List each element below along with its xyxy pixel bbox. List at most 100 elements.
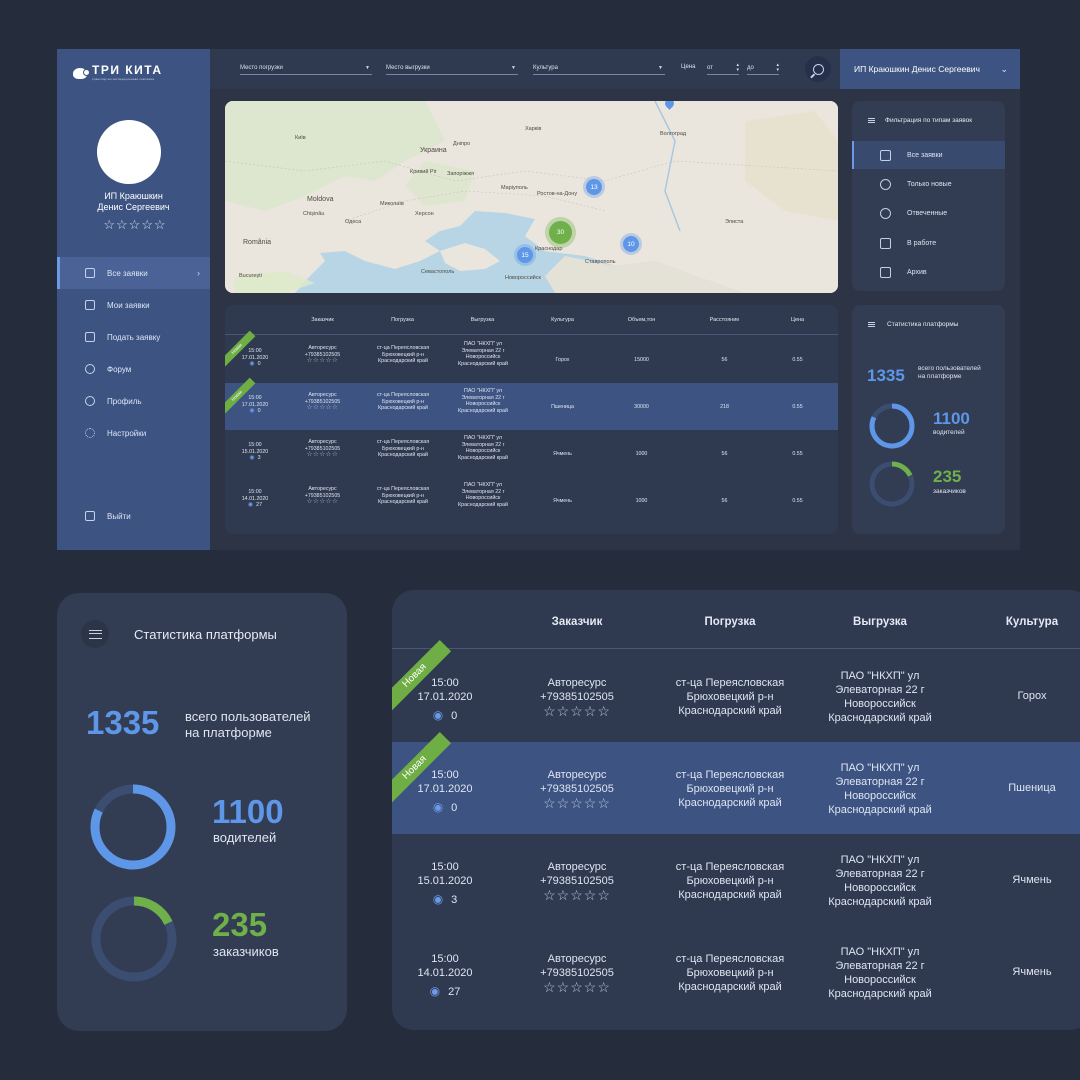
stats-customers-count: 235 [933,467,962,486]
col-unloading[interactable]: Выгрузка [470,317,495,323]
logout-button[interactable]: Выйти [85,511,131,521]
stats-total-label-line2: на платформе [185,725,272,740]
price-to-label: до [747,64,754,71]
map-cluster[interactable]: 13 [586,179,602,195]
order-views-count: 3 [257,455,261,461]
orders-table-large: Заказчик Погрузка Выгрузка Культура Нова… [392,590,1080,1030]
order-price: 0.55 [792,404,803,410]
col-price[interactable]: Цена [790,317,805,323]
filter-in-progress[interactable]: В работе [852,229,1005,257]
col-volume[interactable]: Объем,тон [627,317,656,323]
search-button[interactable] [805,56,831,82]
loading-line1: ст-ца Переясловская [376,345,430,351]
menu-button[interactable] [81,620,109,648]
unloading-line1: ПАО "НКХП" ул [464,388,502,394]
table-row[interactable]: Новая 15:00 17.01.2020 ◉ 0 Авторесурс +7938510… [225,330,838,383]
avatar[interactable] [97,120,161,184]
map-cluster[interactable]: 10 [623,236,639,252]
order-loading: ст-ца Переясловская Брюховецкий р-н Красно… [660,676,800,718]
order-customer[interactable]: Авторесурс +79385102505 ☆☆☆☆☆ [517,860,637,902]
gear-icon [85,428,95,438]
order-culture: Ячмень [1012,874,1052,886]
loading-line3: Краснодарский край [378,452,428,458]
unloading-line4: Краснодарский край [458,407,508,414]
eye-icon: ◉ [432,708,444,722]
chat-icon [85,364,95,374]
dashboard-window: ТРИ КИТА транспортно-экспедиционная комп… [57,49,1020,550]
filter-all[interactable]: Все заявки [852,141,1005,169]
order-views: ◉ 3 [410,892,480,907]
sidebar-nav: Все заявки › Мои заявки Подать заявку Фо… [57,257,210,449]
order-customer[interactable]: Авторесурс +79385102505 ☆☆☆☆☆ [295,486,350,506]
table-row[interactable]: 15:00 15.01.2020 ◉ 3 Авторесурс +79385102505 ☆… [225,430,838,477]
order-distance: 56 [721,498,728,504]
price-from-stepper[interactable]: от ▴ ▾ [707,61,739,75]
loading-line1: ст-ца Переясловская [675,953,785,965]
order-unloading: ПАО "НКХП" ул Элеваторная 22 г Новороссийс… [810,853,950,909]
map-label-chisinau: Chișinău [303,211,325,217]
document-icon [85,300,95,310]
map[interactable]: Київ Дніпро Харків Украина Кривий Ріг За… [225,101,838,293]
sidebar-item-submit-order[interactable]: Подать заявку [57,321,210,353]
order-unloading: ПАО "НКХП" ул Элеваторная 22 г Новороссийс… [447,482,519,508]
table-row[interactable]: 15:00 14.01.2020 ◉ 27 Авторесурс +79385102505… [392,926,1080,1018]
price-to-stepper[interactable]: до ▴ ▾ [747,61,779,75]
order-loading: ст-ца Переясловская Брюховецкий р-н Красно… [660,768,800,810]
map-cluster[interactable]: 15 [517,247,533,263]
col-unloading[interactable]: Выгрузка [853,616,907,628]
table-row[interactable]: Новая 15:00 17.01.2020 ◉ 0 Авторесурс +7938510… [392,639,1080,742]
clock-icon [880,178,891,190]
order-views: ◉ 27 [235,502,275,509]
menu-icon[interactable] [868,322,875,327]
map-cluster[interactable]: 30 [549,221,572,244]
order-customer[interactable]: Авторесурс +79385102505 ☆☆☆☆☆ [295,392,350,412]
filter-answered[interactable]: Отвеченные [852,199,1005,227]
table-row[interactable]: Новая 15:00 17.01.2020 ◉ 0 Авторесурс +7938510… [392,731,1080,834]
order-customer[interactable]: Авторесурс +79385102505 ☆☆☆☆☆ [295,439,350,459]
orders-table-header: Заказчик Погрузка Выгрузка Культура [392,590,1080,649]
customer-name: Авторесурс [547,861,607,873]
loading-line3: Краснодарский край [378,358,428,364]
stats-title-text: Статистика платформы [887,321,959,328]
order-customer[interactable]: Авторесурс +79385102505 ☆☆☆☆☆ [517,952,637,994]
order-distance: 56 [721,451,728,457]
menu-icon [88,629,102,639]
col-customer[interactable]: Заказчик [311,317,334,323]
unloading-place-select[interactable]: Место выгрузки ▼ [386,61,518,75]
col-culture[interactable]: Культура [551,317,574,323]
sidebar-item-my-orders[interactable]: Мои заявки [57,289,210,321]
customers-ring-fill [869,461,915,507]
table-row[interactable]: 15:00 14.01.2020 ◉ 27 Авторесурс +79385102505… [225,477,838,524]
col-culture[interactable]: Культура [1005,616,1059,628]
loading-line3: Краснодарский край [378,405,428,411]
loading-line3: Краснодарский край [678,981,782,993]
order-unloading: ПАО "НКХП" ул Элеваторная 22 г Новороссийс… [810,761,950,817]
sidebar-item-all-orders[interactable]: Все заявки › [57,257,210,289]
loading-line2: Брюховецкий р-н [382,492,424,499]
map-label-kharkiv: Харків [525,126,542,132]
unloading-line2: Элеваторная 22 г [835,868,925,880]
sidebar-item-settings[interactable]: Настройки [57,417,210,449]
loading-place-select[interactable]: Место погрузки ▼ [240,61,372,75]
col-loading[interactable]: Погрузка [391,317,414,323]
col-distance[interactable]: Расстояние [709,317,740,323]
logo[interactable]: ТРИ КИТА транспортно-экспедиционная комп… [73,64,162,81]
user-menu[interactable]: ИП Краюшкин Денис Сергеевич ⌄ [840,49,1020,89]
stepper-arrows-icon: ▴ ▾ [776,61,779,73]
sidebar-item-profile[interactable]: Профиль [57,385,210,417]
drivers-ring-chart [90,784,176,870]
culture-select[interactable]: Культура ▼ [533,61,665,75]
filter-new-only[interactable]: Только новые [852,170,1005,198]
table-row[interactable]: Новая 15:00 17.01.2020 ◉ 0 Авторесурс +7938510… [225,377,838,430]
col-customer[interactable]: Заказчик [551,616,603,628]
table-row[interactable]: 15:00 15.01.2020 ◉ 3 Авторесурс +79385102505 ☆… [392,834,1080,926]
order-customer[interactable]: Авторесурс +79385102505 ☆☆☆☆☆ [295,345,350,365]
order-customer[interactable]: Авторесурс +79385102505 ☆☆☆☆☆ [517,676,637,718]
order-customer[interactable]: Авторесурс +79385102505 ☆☆☆☆☆ [517,768,637,810]
filter-archive[interactable]: Архив [852,258,1005,286]
loading-line3: Краснодарский край [678,889,782,901]
menu-icon[interactable] [868,118,875,123]
order-views-count: 0 [451,710,458,722]
col-loading[interactable]: Погрузка [704,616,756,628]
sidebar-item-forum[interactable]: Форум [57,353,210,385]
